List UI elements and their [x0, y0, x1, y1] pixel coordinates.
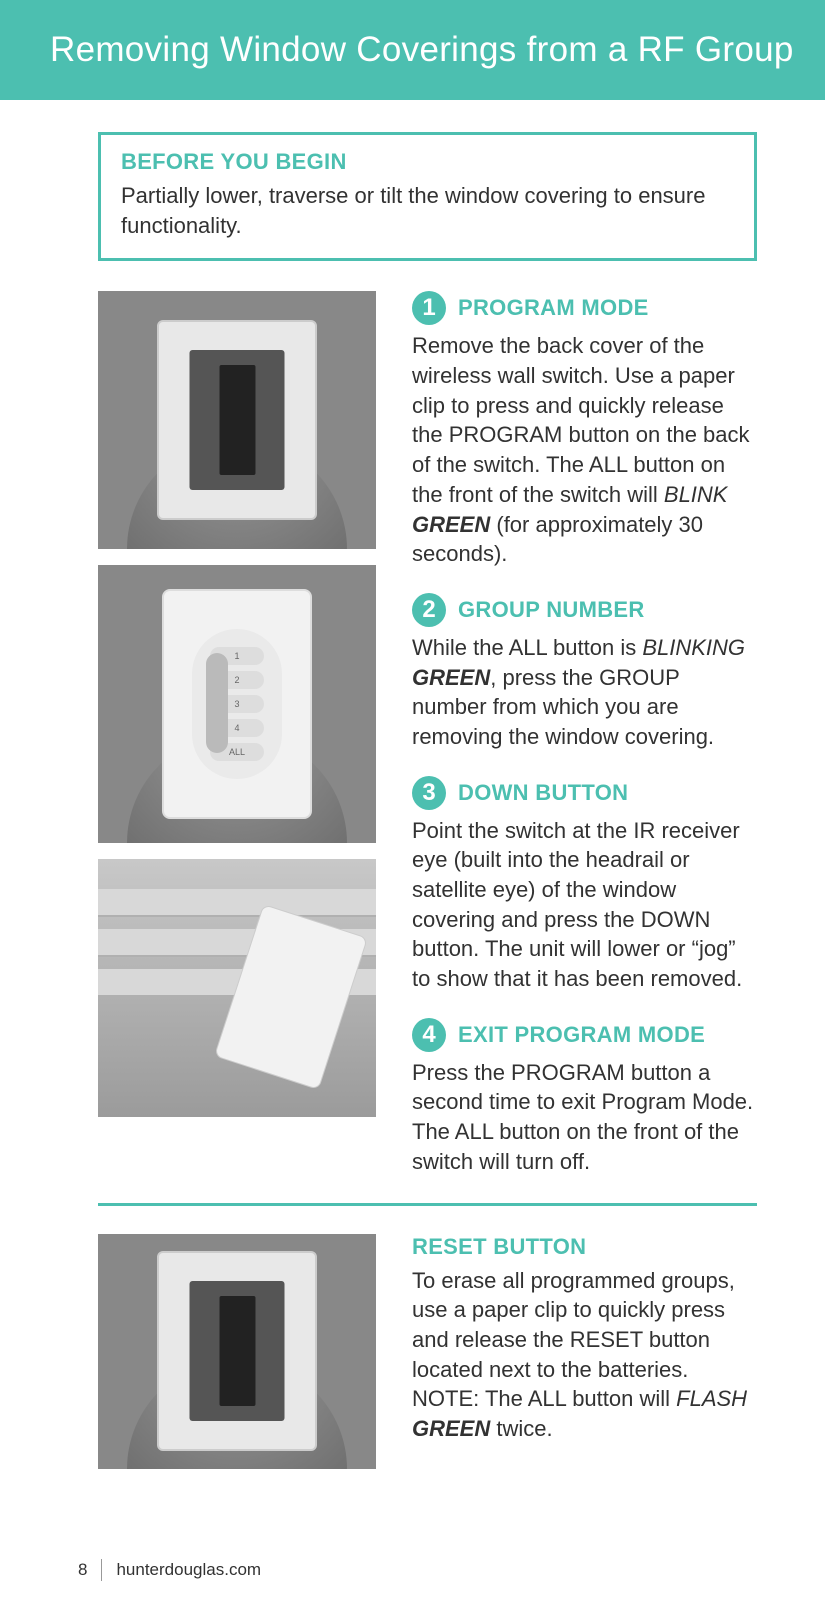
step-4-text-pre: Press the PROGRAM button a second time t…	[412, 1060, 753, 1174]
page-header: Removing Window Coverings from a RF Grou…	[0, 0, 825, 100]
page-number: 8	[78, 1560, 87, 1580]
step-2-title: GROUP NUMBER	[458, 597, 645, 623]
before-text: Partially lower, traverse or tilt the wi…	[121, 181, 734, 240]
step-1-em: BLINK	[664, 482, 728, 507]
page-footer: 8 hunterdouglas.com	[0, 1559, 825, 1611]
button-pad: 1 2 3 4 ALL	[192, 629, 282, 779]
before-title: BEFORE YOU BEGIN	[121, 149, 734, 175]
switch-back-placeholder	[157, 1251, 317, 1451]
switch-back-placeholder	[157, 320, 317, 520]
step-1-badge: 1	[412, 291, 446, 325]
step-1-body: Remove the back cover of the wireless wa…	[412, 331, 757, 569]
step-1-strong: GREEN	[412, 512, 490, 537]
battery-icon	[219, 1296, 255, 1406]
step-3: 3 DOWN BUTTON Point the switch at the IR…	[412, 776, 757, 994]
step-4-badge: 4	[412, 1018, 446, 1052]
reset-em: FLASH	[676, 1386, 747, 1411]
step-4-body: Press the PROGRAM button a second time t…	[412, 1058, 757, 1177]
image-column: 1 2 3 4 ALL	[98, 291, 376, 1176]
step-2-text-pre: While the ALL button is	[412, 635, 642, 660]
step-4-title: EXIT PROGRAM MODE	[458, 1022, 705, 1048]
step-3-text-pre: Point the switch at the IR receiver eye …	[412, 818, 742, 991]
rocker-icon	[206, 653, 228, 753]
step-3-header: 3 DOWN BUTTON	[412, 776, 757, 810]
step-3-badge: 3	[412, 776, 446, 810]
step-2-strong: GREEN	[412, 665, 490, 690]
step-1: 1 PROGRAM MODE Remove the back cover of …	[412, 291, 757, 569]
footer-site: hunterdouglas.com	[116, 1560, 261, 1580]
step-1-image	[98, 291, 376, 549]
battery-compartment	[190, 350, 285, 490]
reset-body: To erase all programmed groups, use a pa…	[412, 1266, 757, 1444]
step-3-image	[98, 859, 376, 1117]
step-2-badge: 2	[412, 593, 446, 627]
page-title: Removing Window Coverings from a RF Grou…	[50, 30, 794, 69]
reset-strong: GREEN	[412, 1416, 490, 1441]
reset-text-post: twice.	[490, 1416, 552, 1441]
text-column: 1 PROGRAM MODE Remove the back cover of …	[412, 291, 757, 1176]
step-2-header: 2 GROUP NUMBER	[412, 593, 757, 627]
step-1-title: PROGRAM MODE	[458, 295, 649, 321]
step-2-body: While the ALL button is BLINKING GREEN, …	[412, 633, 757, 752]
footer-separator	[101, 1559, 102, 1581]
step-4: 4 EXIT PROGRAM MODE Press the PROGRAM bu…	[412, 1018, 757, 1177]
step-2-em: BLINKING	[642, 635, 745, 660]
step-4-header: 4 EXIT PROGRAM MODE	[412, 1018, 757, 1052]
step-1-header: 1 PROGRAM MODE	[412, 291, 757, 325]
switch-face-placeholder: 1 2 3 4 ALL	[162, 589, 312, 819]
content-area: BEFORE YOU BEGIN Partially lower, traver…	[0, 100, 825, 1469]
step-3-title: DOWN BUTTON	[458, 780, 628, 806]
section-divider	[98, 1203, 757, 1206]
reset-image	[98, 1234, 376, 1469]
reset-title: RESET BUTTON	[412, 1234, 757, 1260]
step-2-image: 1 2 3 4 ALL	[98, 565, 376, 843]
before-you-begin-box: BEFORE YOU BEGIN Partially lower, traver…	[98, 132, 757, 261]
reset-section: RESET BUTTON To erase all programmed gro…	[412, 1234, 757, 1469]
battery-icon	[219, 365, 255, 475]
step-2: 2 GROUP NUMBER While the ALL button is B…	[412, 593, 757, 752]
step-3-body: Point the switch at the IR receiver eye …	[412, 816, 757, 994]
step-1-text-pre: Remove the back cover of the wireless wa…	[412, 333, 750, 506]
steps-grid: 1 2 3 4 ALL 1	[98, 291, 757, 1468]
battery-compartment	[190, 1281, 285, 1421]
blind-slat	[98, 889, 376, 917]
